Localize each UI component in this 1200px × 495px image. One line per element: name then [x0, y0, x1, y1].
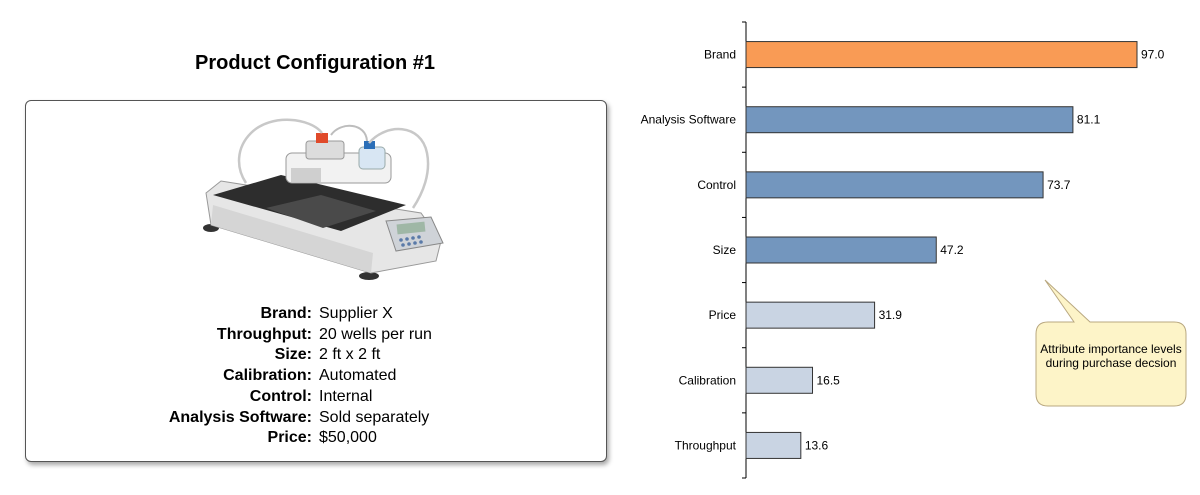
attribute-label: Throughput:	[216, 325, 312, 343]
attribute-table: Brand: Supplier X Throughput: 20 wells p…	[26, 304, 606, 449]
category-label: Brand	[704, 48, 736, 62]
attribute-value: $50,000	[319, 429, 377, 447]
attribute-label: Analysis Software:	[168, 408, 312, 426]
bar-price	[745, 301, 876, 329]
attribute-row: Price: $50,000	[26, 428, 606, 449]
attribute-value: Sold separately	[319, 408, 430, 426]
bar-control	[745, 171, 1044, 199]
value-label: 81.1	[1077, 113, 1101, 127]
bar-analysis-software	[745, 106, 1074, 134]
category-label: Control	[697, 178, 736, 192]
attribute-row: Calibration: Automated	[26, 366, 606, 387]
category-label: Analysis Software	[641, 113, 737, 127]
attribute-label: Brand:	[260, 305, 312, 322]
attribute-label: Control:	[249, 387, 312, 405]
bar-throughput	[745, 431, 802, 459]
bar-calibration	[745, 366, 814, 394]
value-label: 73.7	[1047, 178, 1071, 192]
category-label: Size	[713, 243, 737, 257]
attribute-value: Internal	[319, 387, 373, 405]
attribute-value: 20 wells per run	[319, 325, 432, 343]
value-label: 31.9	[879, 308, 903, 322]
attribute-value: Supplier X	[319, 305, 393, 322]
attribute-row: Throughput: 20 wells per run	[26, 325, 606, 346]
product-card: Brand: Supplier X Throughput: 20 wells p…	[25, 100, 607, 462]
attribute-value: 2 ft x 2 ft	[319, 346, 381, 364]
product-image	[203, 118, 444, 280]
importance-bar-chart: Brand 97.0 Analysis Software 81.1 Control 73.…	[641, 21, 1187, 479]
config-title: Product Configuration #1	[195, 52, 435, 74]
category-label: Calibration	[679, 373, 736, 387]
bar-size	[745, 236, 937, 264]
value-label: 47.2	[940, 243, 964, 257]
annotation-text: Attribute importance levels during purch…	[1040, 342, 1182, 370]
value-label: 16.5	[817, 373, 841, 387]
value-label: 13.6	[805, 438, 829, 452]
category-label: Throughput	[675, 438, 737, 452]
attribute-label: Price:	[267, 429, 312, 447]
attribute-row: Control: Internal	[26, 387, 606, 408]
attribute-row: Analysis Software: Sold separately	[26, 408, 606, 429]
value-label: 97.0	[1141, 48, 1165, 62]
attribute-row: Size: 2 ft x 2 ft	[26, 345, 606, 366]
bar-brand	[745, 41, 1138, 69]
attribute-label: Size:	[274, 346, 312, 364]
annotation-callout	[1035, 279, 1187, 407]
attribute-value: Automated	[319, 367, 397, 385]
attribute-label: Calibration:	[223, 367, 312, 385]
attribute-row: Brand: Supplier X	[26, 304, 606, 325]
category-label: Price	[709, 308, 737, 322]
